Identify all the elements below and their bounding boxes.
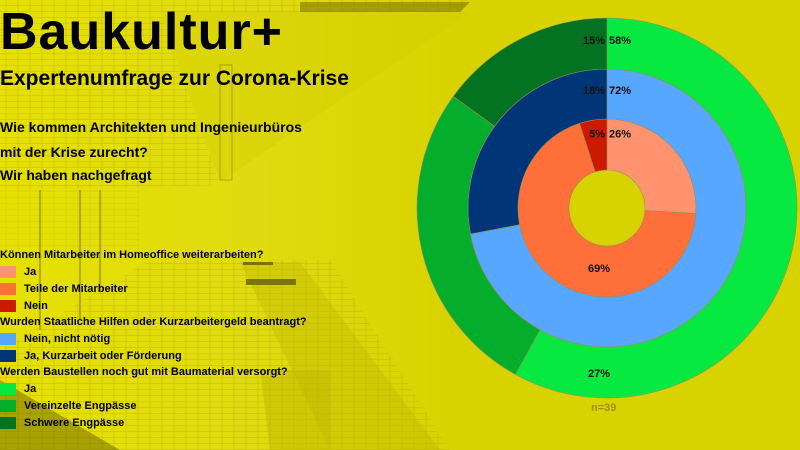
legend-swatch xyxy=(0,333,16,345)
chart-legend: Können Mitarbeiter im Homeoffice weitera… xyxy=(0,248,360,432)
intro-line-1: Wie kommen Architekten und Ingenieurbüro… xyxy=(0,119,302,135)
legend-label: Ja xyxy=(24,383,37,395)
legend-item: Ja xyxy=(0,264,360,280)
intro-line-3: Wir haben nachgefragt xyxy=(0,167,152,183)
legend-swatch xyxy=(0,350,16,362)
legend-item: Schwere Engpässe xyxy=(0,415,360,431)
legend-label: Vereinzelte Engpässe xyxy=(24,400,137,412)
legend-swatch xyxy=(0,300,16,312)
donut-label: 15% xyxy=(583,35,605,47)
subtitle: Expertenumfrage zur Corona-Krise xyxy=(0,67,349,90)
donut-segment-outer xyxy=(515,17,798,399)
donut-label: 26% xyxy=(609,128,631,140)
legend-label: Teile der Mitarbeiter xyxy=(24,283,128,295)
intro-line-2: mit der Krise zurecht? xyxy=(0,144,148,160)
donut-label: 27% xyxy=(588,368,610,380)
legend-label: Schwere Engpässe xyxy=(24,417,125,429)
donut-segment-outer xyxy=(416,95,541,375)
legend-label: Ja, Kurzarbeit oder Förderung xyxy=(24,350,182,362)
donut-label: 58% xyxy=(609,35,631,47)
legend-question-baumaterial: Werden Baustellen noch gut mit Baumateri… xyxy=(0,366,288,378)
donut-label: 69% xyxy=(588,263,610,275)
legend-swatch xyxy=(0,383,16,395)
legend-question-hilfen: Wurden Staatliche Hilfen oder Kurzarbeit… xyxy=(0,316,307,328)
legend-swatch xyxy=(0,417,16,429)
legend-label: Ja xyxy=(24,266,37,278)
donut-label: 18% xyxy=(583,85,605,97)
app-title: Baukultur+ xyxy=(0,3,284,61)
legend-swatch xyxy=(0,266,16,278)
legend-swatch xyxy=(0,283,16,295)
donut-segment-outer xyxy=(452,17,608,127)
donut-label: 5% xyxy=(589,128,605,140)
legend-item: Ja xyxy=(0,381,360,397)
legend-swatch xyxy=(0,400,16,412)
sample-size-label: n=39 xyxy=(591,402,617,414)
legend-item: Nein xyxy=(0,298,360,314)
legend-item: Nein, nicht nötig xyxy=(0,331,360,347)
legend-item: Vereinzelte Engpässe xyxy=(0,398,360,414)
legend-item: Ja, Kurzarbeit oder Förderung xyxy=(0,348,360,364)
legend-item: Teile der Mitarbeiter xyxy=(0,281,360,297)
legend-question-homeoffice: Können Mitarbeiter im Homeoffice weitera… xyxy=(0,249,264,261)
donut-label: 72% xyxy=(609,85,631,97)
legend-label: Nein xyxy=(24,300,48,312)
legend-label: Nein, nicht nötig xyxy=(24,333,111,345)
